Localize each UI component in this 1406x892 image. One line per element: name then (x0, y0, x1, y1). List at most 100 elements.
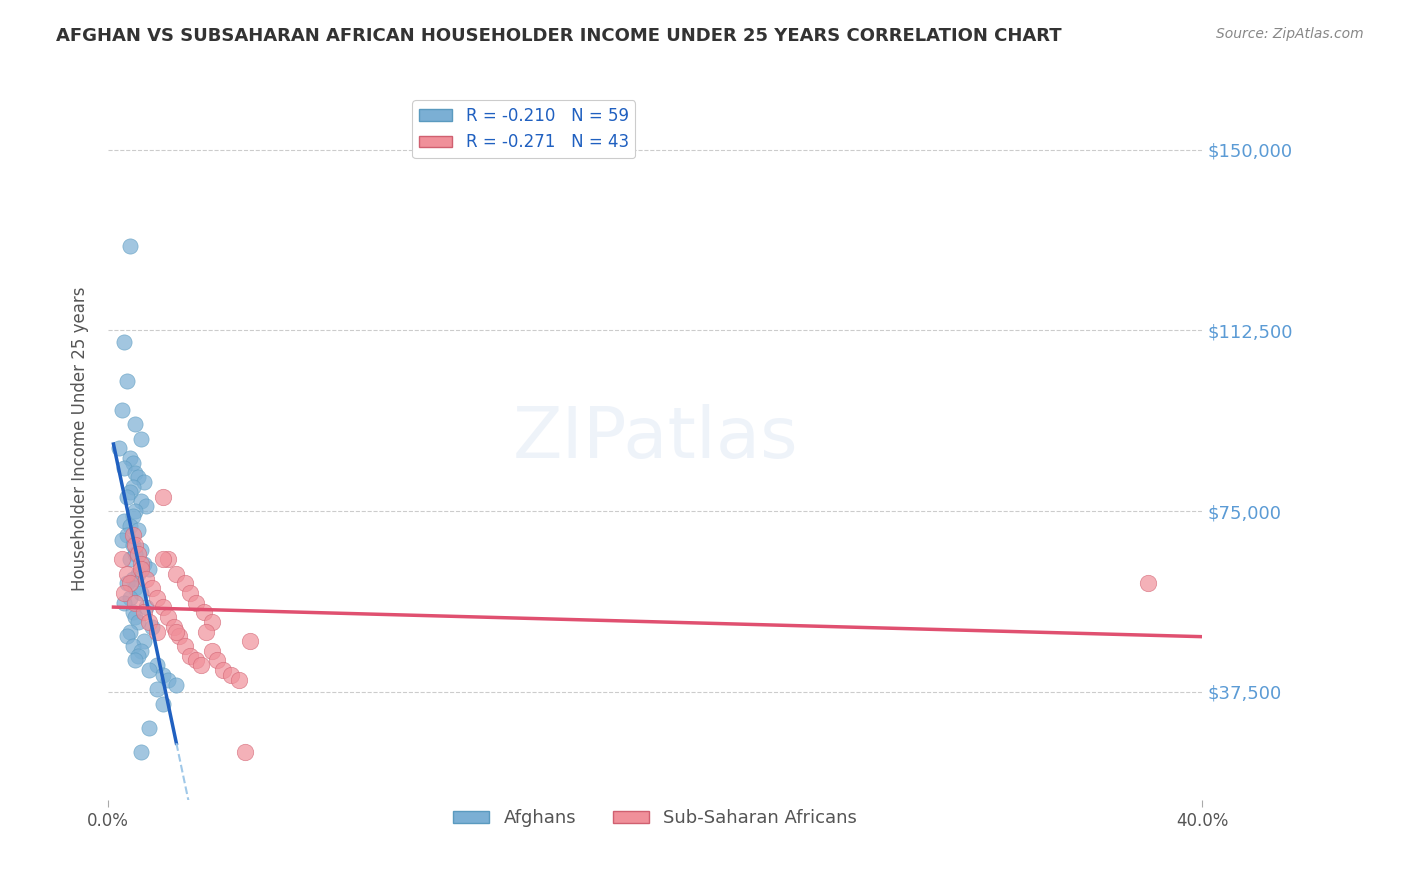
Point (141, 620, 163, 634)
Point (124, 466, 146, 480)
Point (138, 562, 160, 576)
Point (124, 417, 146, 432)
Point (129, 562, 152, 576)
Point (195, 624, 218, 639)
Point (165, 566, 187, 581)
Point (132, 557, 155, 571)
Point (146, 658, 169, 673)
Point (129, 644, 152, 658)
Point (124, 548, 146, 562)
Point (115, 629, 138, 643)
Point (129, 745, 152, 759)
Point (118, 484, 141, 499)
Point (163, 620, 186, 634)
Text: ZIPatlas: ZIPatlas (512, 404, 799, 474)
Point (146, 591, 169, 605)
Point (121, 639, 143, 653)
Point (138, 663, 160, 677)
Point (146, 624, 169, 639)
Text: Source: ZipAtlas.com: Source: ZipAtlas.com (1216, 27, 1364, 41)
Point (184, 653, 207, 667)
Point (127, 470, 149, 484)
Point (115, 566, 138, 581)
Point (118, 591, 141, 605)
Point (1136, 576, 1159, 591)
Point (121, 528, 143, 542)
Point (179, 586, 201, 600)
Point (111, 552, 134, 566)
Point (129, 586, 152, 600)
Point (118, 451, 141, 466)
Point (129, 557, 152, 571)
Point (135, 500, 157, 514)
Point (124, 653, 146, 667)
Point (111, 533, 134, 547)
Point (127, 548, 149, 562)
Point (157, 552, 180, 566)
Point (121, 456, 143, 470)
Point (138, 615, 160, 629)
Point (115, 374, 138, 388)
Point (129, 542, 152, 557)
Point (124, 596, 146, 610)
Point (165, 624, 187, 639)
Point (118, 624, 141, 639)
Point (173, 639, 195, 653)
Point (132, 605, 155, 619)
Point (115, 528, 138, 542)
Point (112, 596, 135, 610)
Point (121, 538, 143, 552)
Point (124, 581, 146, 595)
Point (115, 576, 138, 591)
Point (167, 629, 190, 643)
Point (165, 677, 187, 691)
Point (157, 610, 180, 624)
Point (108, 442, 131, 456)
Point (121, 508, 143, 523)
Point (152, 668, 174, 682)
Text: AFGHAN VS SUBSAHARAN AFRICAN HOUSEHOLDER INCOME UNDER 25 YEARS CORRELATION CHART: AFGHAN VS SUBSAHARAN AFRICAN HOUSEHOLDER… (56, 27, 1062, 45)
Point (173, 576, 195, 591)
Point (129, 432, 152, 446)
Point (111, 403, 134, 417)
Point (112, 460, 135, 475)
Point (193, 605, 215, 619)
Point (135, 600, 157, 615)
Y-axis label: Householder Income Under 25 years: Householder Income Under 25 years (72, 286, 89, 591)
Point (112, 335, 135, 350)
Point (112, 586, 135, 600)
Point (118, 576, 141, 591)
Point (190, 658, 212, 673)
Point (212, 663, 235, 677)
Point (127, 648, 149, 663)
Point (228, 673, 250, 687)
Point (141, 581, 163, 595)
Point (124, 538, 146, 552)
Point (207, 653, 229, 667)
Point (152, 697, 174, 711)
Point (152, 552, 174, 566)
Point (239, 634, 262, 648)
Point (118, 239, 141, 253)
Point (129, 494, 152, 508)
Point (135, 572, 157, 586)
Point (233, 745, 256, 759)
Point (112, 514, 135, 528)
Point (157, 673, 180, 687)
Point (127, 615, 149, 629)
Point (118, 552, 141, 566)
Point (184, 596, 207, 610)
Point (121, 572, 143, 586)
Point (121, 480, 143, 494)
Point (121, 605, 143, 619)
Point (124, 610, 146, 624)
Point (127, 566, 149, 581)
Point (132, 634, 155, 648)
Point (201, 615, 224, 629)
Point (127, 524, 149, 538)
Legend: Afghans, Sub-Saharan Africans: Afghans, Sub-Saharan Africans (446, 802, 865, 835)
Point (115, 490, 138, 504)
Point (124, 504, 146, 518)
Point (179, 648, 201, 663)
Point (132, 475, 155, 490)
